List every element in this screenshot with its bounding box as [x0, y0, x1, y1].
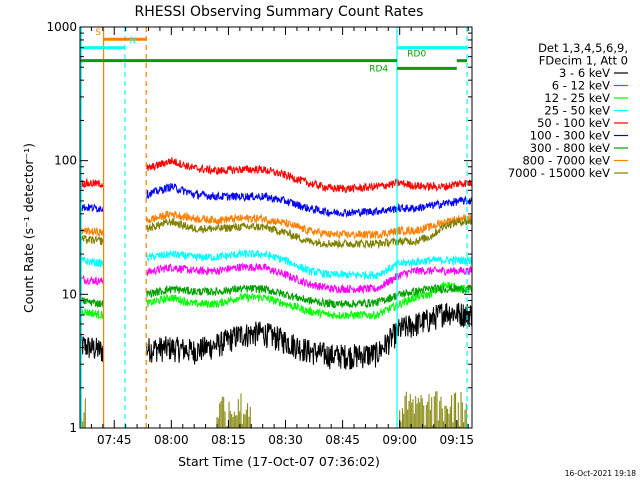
legend: Det 1,3,4,5,6,9,FDecim 1, Att 03 - 6 keV…: [508, 41, 628, 180]
series-line-100-300-kev: [79, 182, 473, 219]
axis-layer: 1 10 100 1000 07:45 08:00 08:15 08:30 08:45 09:00…: [46, 20, 474, 447]
series-line-50-100-kev: [79, 157, 473, 193]
x-tick-label: 09:15: [439, 433, 474, 447]
legend-label-800-7000-kev: 800 - 7000 keV: [522, 154, 610, 168]
x-tick-label: 07:45: [97, 433, 132, 447]
plot-frame: [79, 26, 473, 429]
legend-header-0: Det 1,3,4,5,6,9,: [538, 41, 628, 55]
legend-label-7000-15000-kev: 7000 - 15000 keV: [508, 166, 610, 180]
x-tick-label: 08:45: [325, 433, 360, 447]
y-tick-label: 10: [62, 287, 77, 301]
legend-label-3-6-kev: 3 - 6 keV: [559, 66, 610, 80]
flag-label-rd0: RD0: [407, 50, 426, 60]
series-line-7000-15000-kev: [79, 217, 473, 250]
flag-layer: S N RD0 RD4: [80, 28, 468, 75]
legend-header-1: FDecim 1, Att 0: [539, 54, 628, 68]
y-tick-label: 1000: [46, 20, 77, 34]
flag-label-n: N: [129, 37, 136, 47]
chart-title: RHESSI Observing Summary Count Rates: [135, 4, 424, 20]
legend-label-6-12-kev: 6 - 12 keV: [552, 79, 610, 93]
footer-timestamp: 16-Oct-2021 19:18: [565, 469, 636, 478]
decim-spikes-1: [216, 393, 251, 428]
legend-label-100-300-kev: 100 - 300 keV: [530, 129, 610, 143]
decim-spikes-2: [399, 391, 469, 428]
legend-label-50-100-kev: 50 - 100 keV: [537, 116, 610, 130]
x-tick-label: 09:00: [382, 433, 417, 447]
legend-label-25-50-kev: 25 - 50 keV: [544, 104, 610, 118]
series-line-800-7000-kev: [79, 210, 473, 240]
x-tick-label: 08:00: [154, 433, 189, 447]
x-tick-label: 08:15: [211, 433, 246, 447]
y-tick-label: 1: [69, 421, 77, 435]
flag-label-rd4: RD4: [369, 65, 388, 75]
series-line-25-50-kev: [79, 248, 473, 281]
y-axis-label: Count Rate (s⁻¹ detector⁻¹): [21, 143, 36, 313]
series-line-6-12-kev: [79, 262, 473, 295]
x-tick-label: 08:30: [268, 433, 303, 447]
legend-label-12-25-kev: 12 - 25 keV: [544, 91, 610, 105]
x-axis-label: Start Time (17-Oct-07 07:36:02): [178, 454, 380, 469]
series-layer: [79, 157, 473, 428]
marker-layer: [80, 27, 468, 428]
series-line-300-800-kev: [79, 283, 473, 309]
series-line-3-6-kev: [79, 302, 473, 370]
y-tick-label: 100: [54, 154, 77, 168]
flag-label-s: S: [95, 28, 101, 38]
legend-label-300-800-kev: 300 - 800 keV: [530, 141, 610, 155]
